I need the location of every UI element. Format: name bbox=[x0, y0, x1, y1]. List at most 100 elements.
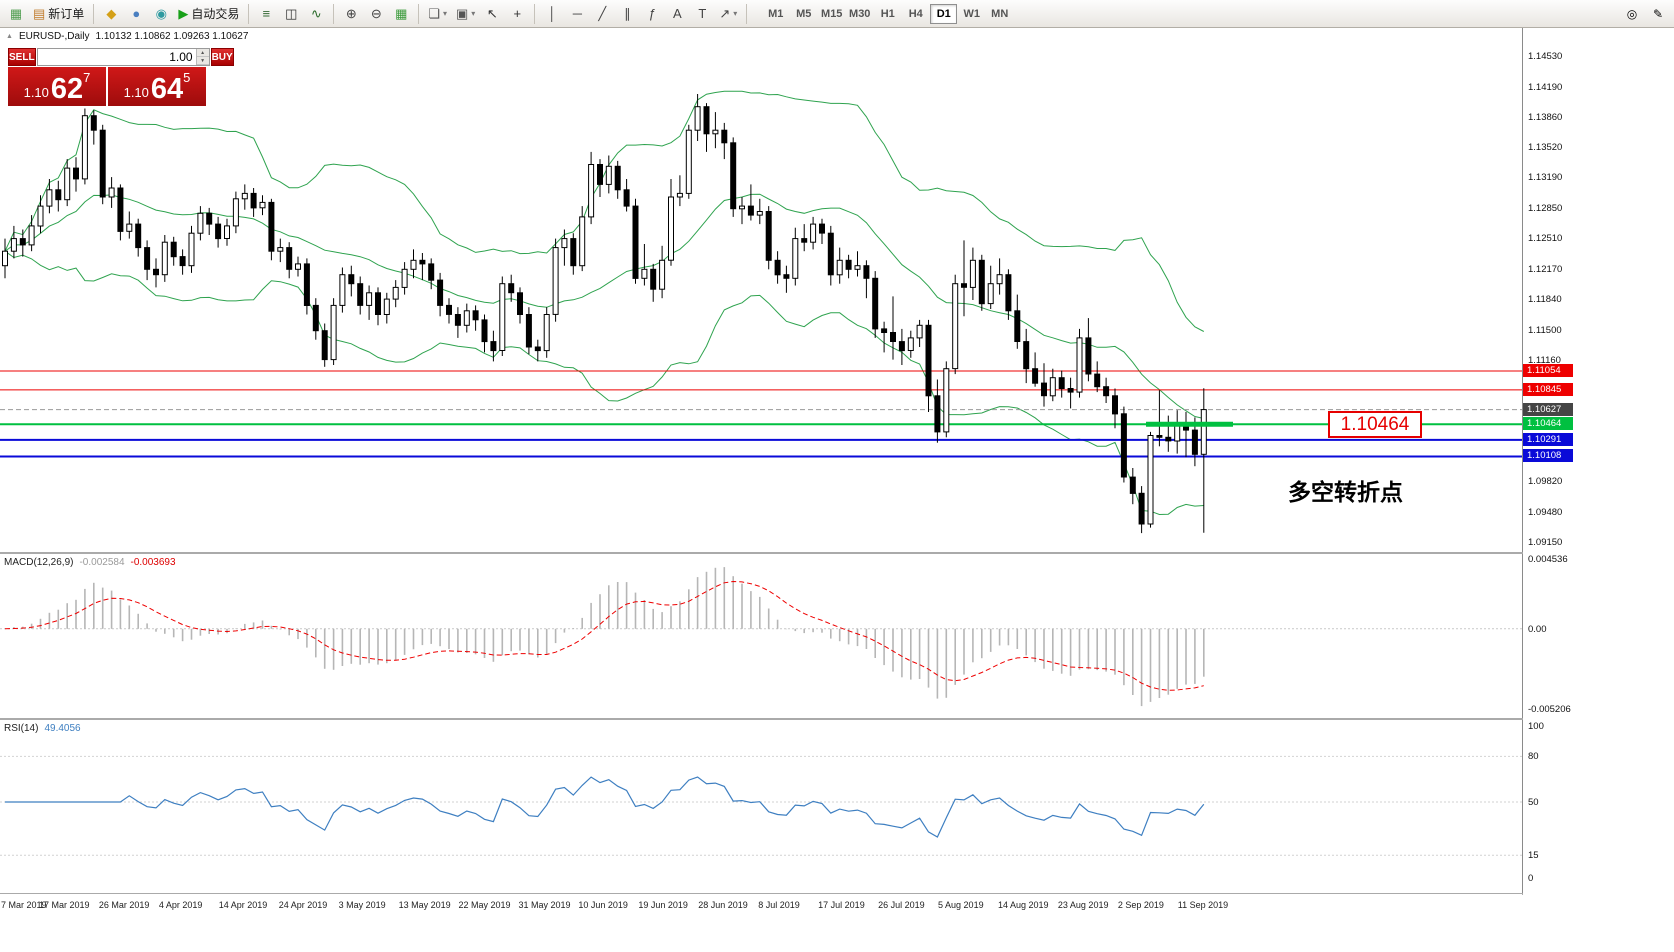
macd-panel[interactable] bbox=[0, 554, 1522, 718]
panel-separator[interactable] bbox=[0, 718, 1674, 720]
trendline-icon: ╱ bbox=[598, 6, 607, 21]
timeframe-button-D1[interactable]: D1 bbox=[930, 3, 958, 24]
chart-window-icon[interactable]: ▦ bbox=[4, 3, 28, 25]
date-label: 8 Jul 2019 bbox=[758, 900, 800, 910]
toolbar-separator bbox=[333, 3, 335, 24]
market-watch-icon: ◆ bbox=[106, 6, 117, 21]
indicator-tick-label: -0.005206 bbox=[1528, 704, 1571, 715]
bollinger-middle-band bbox=[4, 193, 1204, 419]
rsi-line bbox=[5, 776, 1205, 838]
volume-input[interactable] bbox=[37, 49, 196, 65]
tile-windows-icon[interactable]: ❏ ▾ bbox=[424, 3, 451, 25]
panel-separator[interactable] bbox=[0, 552, 1674, 554]
channel-icon[interactable]: ∥ bbox=[615, 3, 639, 25]
zoom-out-icon[interactable]: ⊖ bbox=[364, 3, 388, 25]
crosshair-icon: + bbox=[513, 6, 522, 21]
horizontal-line-icon: ─ bbox=[572, 6, 582, 21]
timeframe-button-W1[interactable]: W1 bbox=[963, 7, 980, 20]
price-scale[interactable]: 1.14530 1.14190 1.13860 1.13520 1.13190 1.128… bbox=[1523, 28, 1674, 918]
indicator-tick-label: 0 bbox=[1528, 873, 1534, 884]
price-tick-label: 1.09480 bbox=[1528, 507, 1563, 519]
candlestick-series bbox=[2, 94, 1207, 534]
horizontal-line-icon[interactable]: ─ bbox=[565, 3, 589, 25]
rsi-panel[interactable] bbox=[0, 720, 1522, 893]
trend-note[interactable]: 多空转折点 bbox=[1288, 479, 1403, 505]
bar-chart-icon[interactable]: ≡ bbox=[254, 3, 278, 25]
grid-icon[interactable]: ▦ bbox=[389, 3, 413, 25]
autotrading-button-label: 自动交易 bbox=[191, 7, 240, 21]
date-label: 23 Aug 2019 bbox=[1057, 900, 1109, 910]
navigator-icon[interactable]: ◉ bbox=[149, 3, 173, 25]
candlestick-chart-icon: ◫ bbox=[285, 6, 298, 21]
price-tick-label: 1.09150 bbox=[1528, 537, 1563, 548]
main-price-chart[interactable] bbox=[0, 28, 1522, 552]
cursor-icon[interactable]: ↖ bbox=[480, 3, 504, 25]
indicator-tick-label: 0.00 bbox=[1528, 623, 1547, 635]
price-callout[interactable]: 1.10464 bbox=[1328, 411, 1422, 438]
timeframe-button-MN[interactable]: MN bbox=[991, 7, 1009, 20]
current-price-box: 1.10627 bbox=[1523, 402, 1573, 416]
date-axis[interactable]: 7 Mar 2019 17 Mar 2019 26 Mar 2019 4 Apr 20… bbox=[0, 894, 1522, 918]
vertical-line-icon: │ bbox=[548, 6, 557, 21]
price-tick-label: 1.13190 bbox=[1528, 172, 1563, 184]
trendline-icon[interactable]: ╱ bbox=[590, 3, 614, 25]
line-chart-icon[interactable]: ∿ bbox=[304, 3, 328, 25]
volume-up-button[interactable]: ▲ bbox=[196, 49, 209, 57]
timeframe-button-H4[interactable]: H4 bbox=[908, 7, 923, 20]
toolbar-right-group: ◎ ✎ bbox=[1620, 3, 1670, 25]
shapes-icon[interactable]: ↗ ▾ bbox=[715, 3, 741, 25]
date-label: 14 Apr 2019 bbox=[218, 900, 268, 910]
timeframe-button-H1[interactable]: H1 bbox=[880, 7, 895, 20]
buy-price-box[interactable]: 1.10 64 5 bbox=[108, 67, 206, 106]
data-window-icon[interactable]: ● bbox=[124, 3, 148, 25]
candlestick-chart-icon[interactable]: ◫ bbox=[279, 3, 303, 25]
date-label: 4 Apr 2019 bbox=[158, 900, 203, 910]
timeframe-button-M5[interactable]: M5 bbox=[796, 7, 812, 20]
new-chart-icon: ▣ bbox=[456, 6, 469, 21]
rsi-label: RSI(14) bbox=[4, 723, 39, 734]
buy-button[interactable]: BUY bbox=[210, 48, 234, 66]
volume-spinner: ▲ ▼ bbox=[195, 49, 209, 65]
zoom-in-icon[interactable]: ⊕ bbox=[339, 3, 363, 25]
crosshair-icon[interactable]: + bbox=[505, 3, 529, 25]
date-label: 2 Sep 2019 bbox=[1117, 900, 1164, 910]
search-icon[interactable]: ◎ bbox=[1626, 6, 1638, 21]
timeframe-button-M1[interactable]: M1 bbox=[768, 7, 784, 20]
indicator-tick-label: 0.004536 bbox=[1528, 554, 1568, 565]
fibonacci-icon[interactable]: ƒ bbox=[640, 3, 664, 25]
vertical-line-icon[interactable]: │ bbox=[540, 3, 564, 25]
indicator-tick-label: 80 bbox=[1528, 751, 1539, 763]
symbol-label: EURUSD-,Daily bbox=[18, 31, 90, 42]
timeframe-button-M15[interactable]: M15 bbox=[821, 7, 843, 20]
sell-button[interactable]: SELL bbox=[8, 48, 36, 66]
date-label: 7 Mar 2019 bbox=[1, 900, 47, 910]
sell-price-box[interactable]: 1.10 62 7 bbox=[8, 67, 106, 106]
indicator-tick-label: 50 bbox=[1528, 797, 1539, 808]
price-tick-label: 1.13520 bbox=[1528, 142, 1563, 154]
date-label: 31 May 2019 bbox=[518, 900, 571, 910]
shapes-icon: ↗ bbox=[719, 6, 731, 21]
collapse-panel-icon[interactable]: ▲ bbox=[6, 33, 13, 40]
market-watch-icon[interactable]: ◆ bbox=[99, 3, 123, 25]
date-label: 26 Jul 2019 bbox=[878, 900, 925, 910]
new-order-button[interactable]: ▤ 新订单 bbox=[29, 3, 88, 25]
edit-icon[interactable]: ✎ bbox=[1652, 6, 1664, 21]
text-label-icon: T bbox=[698, 6, 707, 21]
volume-box: ▲ ▼ bbox=[36, 48, 210, 66]
price-level-box: 1.11054 bbox=[1523, 364, 1573, 377]
date-label: 14 Aug 2019 bbox=[997, 900, 1049, 910]
price-tick-label: 1.12850 bbox=[1528, 202, 1563, 214]
new-chart-icon[interactable]: ▣ ▾ bbox=[452, 3, 479, 25]
autotrading-button[interactable]: ▶ 自动交易 bbox=[174, 3, 243, 25]
text-label-icon[interactable]: T bbox=[690, 3, 714, 25]
price-level-box: 1.10845 bbox=[1523, 382, 1573, 396]
new-order-button-label: 新订单 bbox=[48, 7, 85, 21]
price-tick-label: 1.12170 bbox=[1528, 264, 1563, 276]
timeframe-button-M30[interactable]: M30 bbox=[849, 7, 871, 20]
price-tick-label: 1.09820 bbox=[1528, 476, 1563, 488]
volume-down-button[interactable]: ▼ bbox=[196, 57, 209, 65]
toolbar-separator bbox=[93, 3, 95, 24]
data-window-icon: ● bbox=[132, 6, 141, 21]
text-icon[interactable]: A bbox=[665, 3, 689, 25]
bollinger-upper-band bbox=[4, 90, 1205, 332]
